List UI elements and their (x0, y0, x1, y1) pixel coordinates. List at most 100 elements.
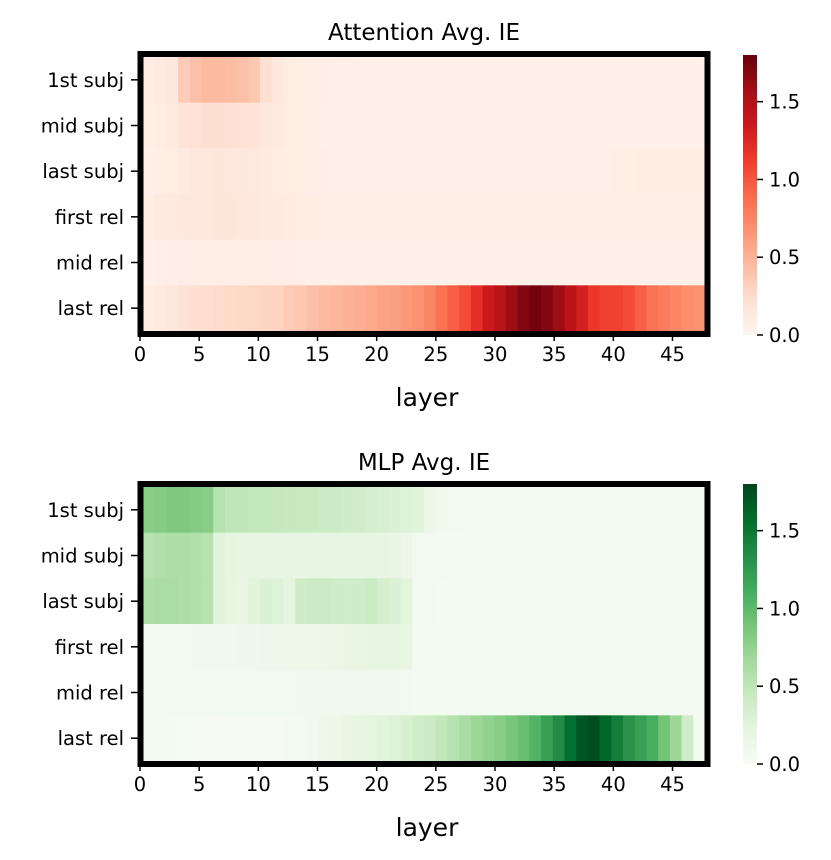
heatmap-cell (236, 194, 249, 241)
attention-cells (143, 57, 706, 332)
heatmap-cell (330, 102, 343, 149)
heatmap-cell (576, 624, 589, 671)
heatmap-cell (342, 148, 355, 195)
heatmap-cell (623, 102, 636, 149)
heatmap-cell (201, 487, 214, 534)
heatmap-cell (283, 148, 296, 195)
heatmap-cell (681, 624, 694, 671)
heatmap-cell (154, 57, 167, 104)
heatmap-cell (634, 102, 647, 149)
heatmap-cell (517, 532, 530, 579)
heatmap-cell (248, 532, 261, 579)
heatmap-cell (213, 578, 226, 625)
heatmap-cell (365, 194, 378, 241)
heatmap-cell (658, 578, 671, 625)
heatmap-cell (377, 532, 390, 579)
heatmap-cell (236, 532, 249, 579)
heatmap-cell (541, 669, 554, 716)
heatmap-cell (494, 148, 507, 195)
heatmap-cell (424, 194, 437, 241)
heatmap-cell (248, 487, 261, 534)
mlp-xlabel: layer (396, 813, 459, 842)
heatmap-cell (564, 194, 577, 241)
heatmap-cell (412, 669, 425, 716)
heatmap-cell (365, 148, 378, 195)
heatmap-cell (669, 102, 682, 149)
heatmap-cell (213, 532, 226, 579)
heatmap-cell (576, 148, 589, 195)
heatmap-cell (529, 578, 542, 625)
heatmap-cell (529, 487, 542, 534)
heatmap-cell (576, 487, 589, 534)
heatmap-cell (306, 669, 320, 716)
heatmap-cell (529, 715, 542, 762)
heatmap-cell (611, 624, 624, 671)
heatmap-cell (306, 239, 320, 286)
heatmap-cell (353, 578, 366, 625)
heatmap-cell (669, 487, 682, 534)
heatmap-cell (494, 194, 507, 241)
heatmap-cell (482, 148, 495, 195)
heatmap-cell (283, 57, 296, 104)
heatmap-cell (517, 148, 530, 195)
heatmap-cell (470, 285, 483, 332)
heatmap-cell (271, 669, 284, 716)
heatmap-cell (693, 148, 706, 195)
heatmap-cell (494, 57, 507, 104)
heatmap-cell (154, 715, 167, 762)
heatmap-cell (260, 669, 273, 716)
heatmap-cell (388, 57, 401, 104)
heatmap-cell (517, 624, 530, 671)
heatmap-cell (505, 285, 519, 332)
heatmap-cell (248, 285, 261, 332)
heatmap-cell (283, 239, 296, 286)
heatmap-cell (658, 669, 671, 716)
x-tick-label: 15 (305, 773, 330, 796)
heatmap-cell (189, 578, 202, 625)
heatmap-cell (260, 715, 273, 762)
heatmap-cell (178, 624, 191, 671)
heatmap-cell (529, 102, 542, 149)
heatmap-cell (400, 715, 413, 762)
heatmap-cell (166, 487, 179, 534)
heatmap-cell (143, 148, 156, 195)
row-label: last subj (42, 160, 124, 183)
heatmap-cell (681, 148, 694, 195)
heatmap-cell (342, 285, 355, 332)
heatmap-cell (365, 57, 378, 104)
heatmap-cell (435, 57, 448, 104)
heatmap-cell (634, 285, 647, 332)
heatmap-cell (143, 285, 156, 332)
row-label: last rel (58, 297, 124, 320)
heatmap-cell (435, 194, 448, 241)
heatmap-cell (260, 239, 273, 286)
heatmap-cell (248, 669, 261, 716)
heatmap-cell (201, 239, 214, 286)
heatmap-cell (587, 239, 601, 286)
heatmap-cell (494, 102, 507, 149)
heatmap-cell (377, 102, 390, 149)
heatmap-cell (318, 194, 331, 241)
heatmap-cell (541, 487, 554, 534)
heatmap-cell (587, 487, 601, 534)
heatmap-cell (424, 239, 437, 286)
heatmap-cell (529, 57, 542, 104)
heatmap-cell (529, 532, 542, 579)
heatmap-cell (587, 532, 601, 579)
colorbar-tick-label: 1.0 (769, 168, 800, 191)
heatmap-cell (505, 239, 519, 286)
heatmap-cell (377, 57, 390, 104)
heatmap-cell (412, 578, 425, 625)
heatmap-cell (412, 532, 425, 579)
heatmap-cell (412, 102, 425, 149)
heatmap-cell (365, 285, 378, 332)
heatmap-cell (482, 487, 495, 534)
heatmap-cell (330, 487, 343, 534)
heatmap-cell (482, 669, 495, 716)
heatmap-cell (517, 57, 530, 104)
heatmap-cell (224, 532, 238, 579)
heatmap-cell (213, 487, 226, 534)
heatmap-cell (611, 148, 624, 195)
heatmap-cell (459, 715, 472, 762)
heatmap-cell (447, 532, 460, 579)
